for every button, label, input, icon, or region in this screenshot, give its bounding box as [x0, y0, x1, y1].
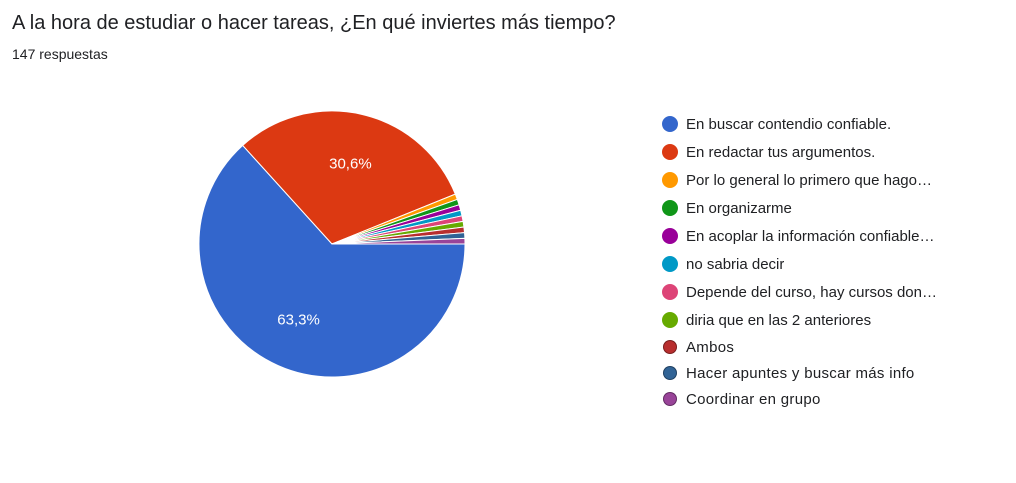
legend-item[interactable]: Ambos [662, 334, 1007, 360]
legend-color-icon [662, 312, 678, 328]
chart-legend: En buscar contendio confiable. En redacta… [662, 110, 1007, 412]
question-title: A la hora de estudiar o hacer tareas, ¿E… [12, 12, 616, 34]
legend-label: Por lo general lo primero que hago… [686, 171, 932, 189]
legend-item[interactable]: En redactar tus argumentos. [662, 138, 1007, 166]
legend-label: En redactar tus argumentos. [686, 143, 876, 161]
pie-slice-2[interactable] [242, 110, 456, 245]
legend-label: Hacer apuntes y buscar más info [686, 364, 915, 382]
legend-color-icon [662, 172, 678, 188]
legend-item[interactable]: Hacer apuntes y buscar más info [662, 360, 1007, 386]
slice-label-2: 30,6% [329, 156, 372, 173]
legend-color-icon [662, 256, 678, 272]
pie-slice-1[interactable] [198, 144, 466, 378]
legend-label: diria que en las 2 anteriores [686, 311, 872, 329]
pie-chart: 63,3% 30,6% [198, 110, 466, 378]
legend-color-icon [662, 284, 678, 300]
legend-color-icon [662, 228, 678, 244]
legend-item[interactable]: Coordinar en grupo [662, 386, 1007, 412]
response-count: 147 respuestas [12, 46, 108, 62]
slice-label-1: 63,3% [277, 311, 320, 328]
pie-slice-11[interactable] [331, 237, 466, 245]
legend-color-icon [663, 392, 677, 406]
legend-color-icon [662, 144, 678, 160]
legend-item[interactable]: no sabria decir [662, 250, 1007, 278]
legend-item[interactable]: diria que en las 2 anteriores [662, 306, 1007, 334]
legend-label: Ambos [686, 338, 735, 356]
legend-item[interactable]: Depende del curso, hay cursos don… [662, 278, 1007, 306]
legend-item[interactable]: En organizarme [662, 194, 1007, 222]
legend-color-icon [663, 340, 677, 354]
legend-label: no sabria decir [686, 255, 785, 273]
legend-color-icon [662, 200, 678, 216]
legend-label: En organizarme [686, 199, 792, 217]
legend-label: En buscar contendio confiable. [686, 115, 892, 133]
legend-item[interactable]: Por lo general lo primero que hago… [662, 166, 1007, 194]
legend-item[interactable]: En buscar contendio confiable. [662, 110, 1007, 138]
legend-label: Depende del curso, hay cursos don… [686, 283, 937, 301]
legend-label: Coordinar en grupo [686, 390, 821, 408]
legend-color-icon [663, 366, 677, 380]
legend-label: En acoplar la información confiable… [686, 227, 935, 245]
legend-color-icon [662, 116, 678, 132]
legend-item[interactable]: En acoplar la información confiable… [662, 222, 1007, 250]
